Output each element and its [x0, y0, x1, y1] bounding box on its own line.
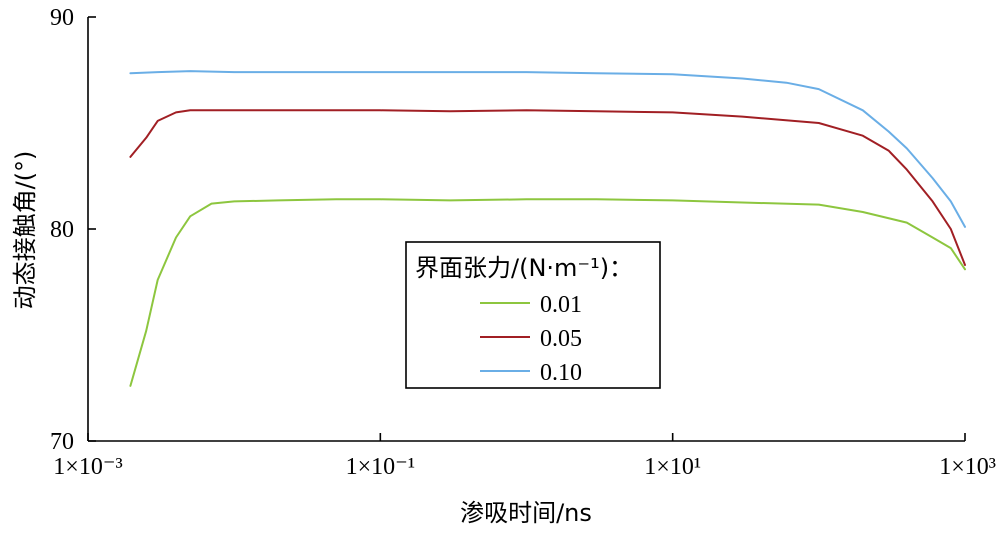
legend-title: 界面张力/(N·m⁻¹)：	[415, 254, 633, 282]
x-axis-title: 渗吸时间/ns	[460, 499, 592, 527]
legend-label: 0.10	[540, 360, 582, 386]
x-tick-label: 1×10⁻³	[53, 454, 122, 480]
series-group	[129, 70, 966, 387]
y-tick-label: 90	[50, 5, 74, 31]
ticks: 70 80 90 1×10⁻³ 1×10⁻¹ 1×10¹ 1×10³	[50, 5, 996, 480]
legend: 界面张力/(N·m⁻¹)： 0.01 0.05 0.10	[405, 241, 661, 389]
legend-items: 0.01 0.05 0.10	[480, 292, 582, 386]
y-axis-title: 动态接触角/(°)	[11, 151, 39, 310]
y-tick-label: 80	[50, 217, 74, 243]
series-line-0.10	[129, 70, 966, 228]
x-tick-label: 1×10⁻¹	[346, 454, 415, 480]
legend-label: 0.05	[540, 326, 582, 352]
x-tick-label: 1×10³	[939, 454, 996, 480]
legend-label: 0.01	[540, 292, 582, 318]
series-line-0.05	[129, 109, 966, 266]
x-tick-label: 1×10¹	[644, 454, 701, 480]
series-line-0.01	[129, 198, 966, 387]
y-tick-label: 70	[50, 429, 74, 455]
legend-box	[405, 241, 661, 389]
